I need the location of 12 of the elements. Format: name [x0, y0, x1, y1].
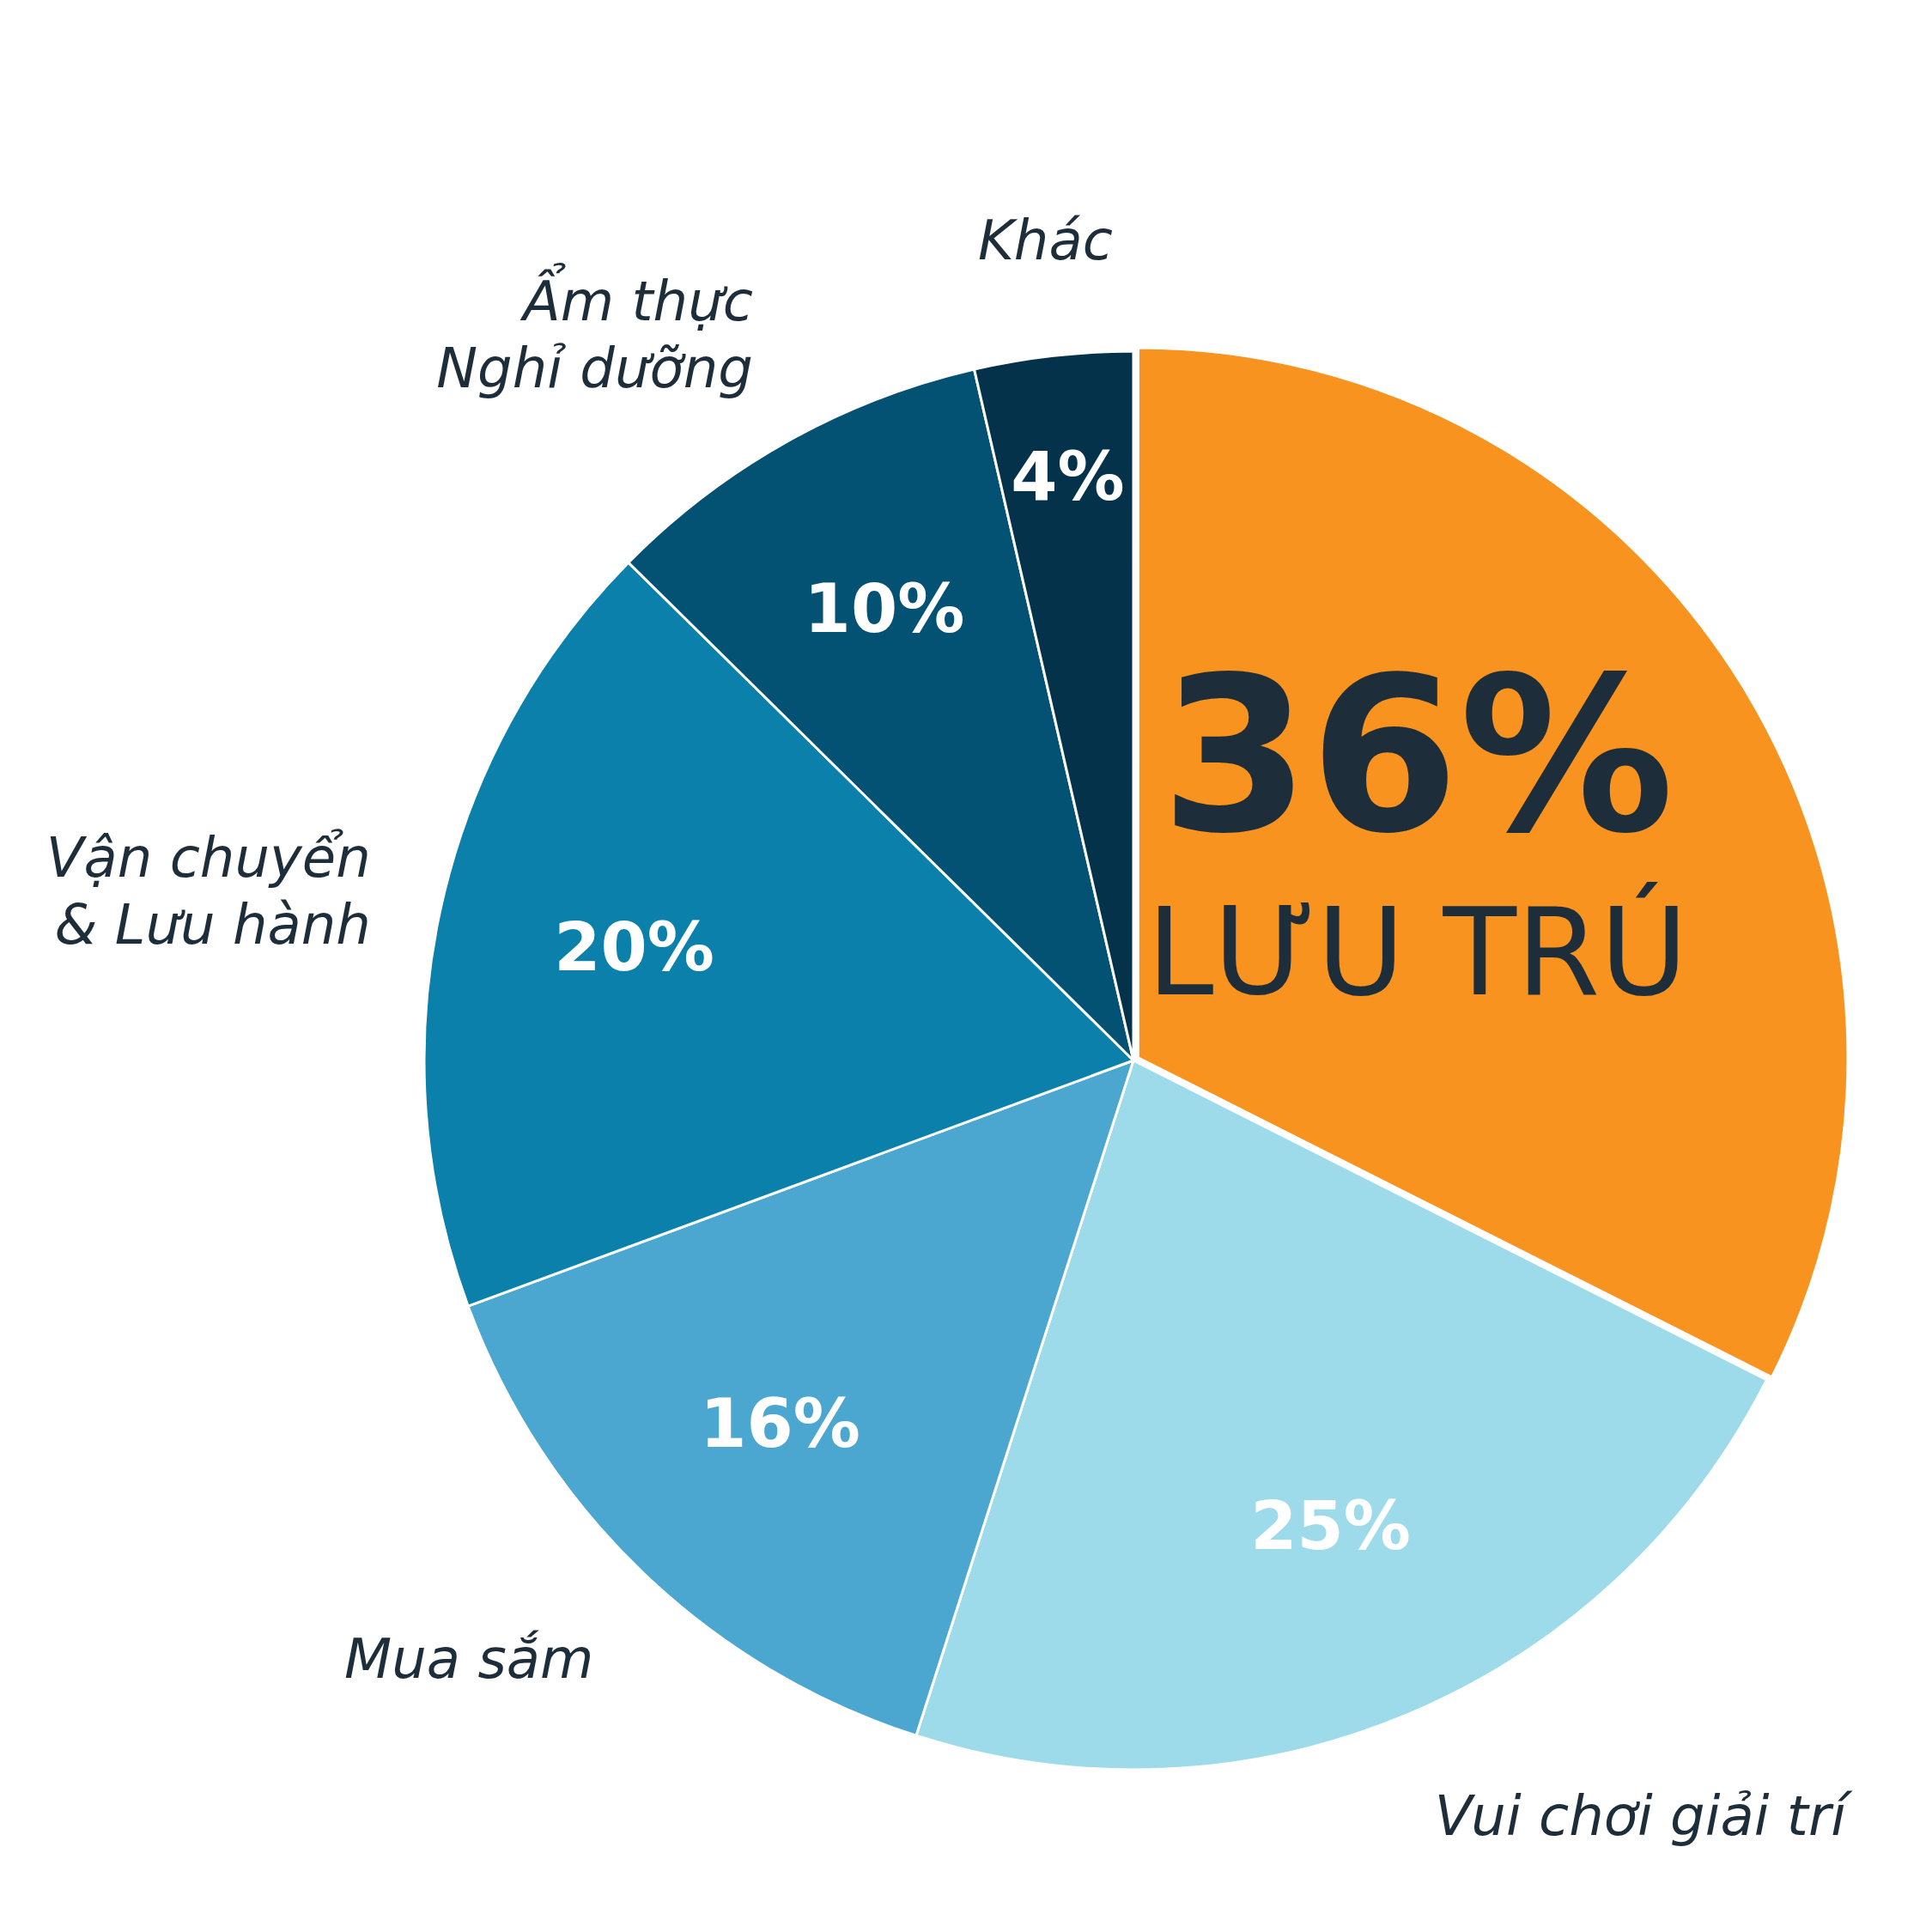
- data-label: 36%: [1160, 630, 1674, 881]
- data-label: 20%: [554, 908, 714, 986]
- slice-label: Vui chơi giải trí: [1434, 1783, 1854, 1848]
- slice-label: LƯU TRÚ: [1146, 881, 1688, 1023]
- data-label: 4%: [1011, 438, 1125, 516]
- data-label: 16%: [700, 1384, 860, 1462]
- slice-label: Khác: [977, 209, 1113, 273]
- slice-label: Mua sắm: [344, 1627, 594, 1692]
- data-label: 25%: [1250, 1486, 1411, 1564]
- slice-label: Vận chuyển & Lưu hành: [46, 826, 371, 957]
- data-label: 10%: [804, 570, 965, 648]
- slice-label: Ẩm thực Nghỉ dưỡng: [436, 262, 753, 400]
